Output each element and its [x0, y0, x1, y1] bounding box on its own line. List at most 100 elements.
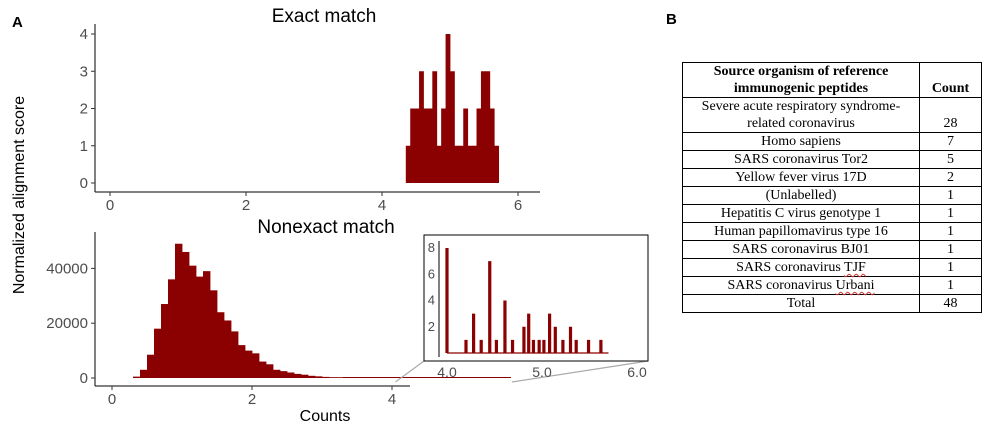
nonexact-match-bars: [133, 243, 511, 378]
organism-name: Homo sapiens: [761, 134, 841, 149]
inset-x-tick-label: 6.0: [627, 364, 647, 380]
nonexact-bar-8: [189, 265, 197, 378]
inset-bar-14: [553, 326, 557, 353]
exact-bar-1: [410, 108, 416, 183]
count-cell: 5: [919, 150, 982, 169]
table-row: Hepatitis C virus genotype 1 1: [682, 204, 982, 223]
nonexact-x-tick-label: 4: [388, 391, 396, 408]
inset-bar-19: [599, 339, 603, 353]
exact-match-bars: [405, 34, 500, 183]
organism-name: SARS coronavirus TJF: [736, 260, 866, 275]
nonexact-bar-3: [154, 328, 162, 378]
nonexact-bar-15: [238, 345, 246, 378]
organism-name: SARS coronavirus BJ01: [732, 242, 870, 257]
table-body: Severe acute respiratory syndrome-relate…: [682, 97, 982, 313]
exact-match-chart: Exact match 0 1 2 3 4 0 2 4 6: [80, 6, 540, 214]
nonexact-bar-25: [308, 375, 316, 378]
inset-bar-4: [488, 261, 492, 353]
organism-name: SARS coronavirus Tor2: [733, 152, 869, 167]
nonexact-bar-22: [287, 372, 295, 378]
nonexact-bar-7: [182, 251, 190, 378]
inset-bar-2: [472, 313, 476, 353]
nonexact-match-axes: 0 20000 40000 0 2 4: [46, 232, 410, 408]
nonexact-bar-21: [280, 371, 288, 378]
exact-bar-9: [445, 34, 451, 183]
inset-y-tick-label: 4: [428, 293, 435, 308]
inset-bar-9: [527, 313, 531, 353]
organism-name: (Unlabelled): [765, 188, 837, 203]
exact-bar-6: [432, 71, 438, 183]
exact-x-tick-label: 0: [106, 197, 114, 214]
nonexact-bar-24: [301, 374, 309, 378]
organism-name: Human papillomavirus type 16: [714, 224, 888, 239]
inset-bar-1: [464, 339, 468, 353]
inset-y-tick-label: 2: [428, 319, 435, 334]
exact-bar-5: [427, 108, 433, 183]
organism-cell: Yellow fever virus 17D: [682, 168, 920, 187]
y-axis-title: Normalized alignment score: [11, 96, 28, 294]
nonexact-bar-1: [140, 369, 148, 378]
inset-bar-10: [531, 339, 536, 353]
zoom-connector-lines: [395, 360, 649, 383]
inset-bar-18: [586, 339, 591, 353]
nonexact-bar-4: [161, 304, 169, 378]
exact-bar-15: [472, 145, 477, 183]
nonexact-bar-11: [210, 290, 218, 378]
organism-name: Severe acute respiratory syndrome-relate…: [701, 99, 901, 131]
zoom-line-left: [395, 360, 425, 383]
exact-x-tick-label: 6: [514, 197, 522, 214]
count-cell: 1: [919, 186, 982, 205]
table-total-row: Total 48: [682, 294, 982, 313]
nonexact-match-title: Nonexact match: [257, 217, 394, 238]
inset-bar-17: [574, 339, 578, 353]
nonexact-bar-0: [133, 376, 141, 378]
exact-y-tick-label: 0: [80, 175, 88, 192]
inset-bar-6: [503, 300, 507, 353]
exact-bar-14: [467, 145, 473, 183]
inset-bar-3: [479, 339, 483, 353]
inset-bar-7: [510, 339, 515, 353]
inset-bar-16: [568, 326, 573, 353]
exact-match-axes: 0 1 2 3 4 0 2 4 6: [80, 24, 540, 214]
table-header-row: Source organism of reference immunogenic…: [682, 62, 982, 98]
inset-bar-12: [542, 339, 546, 353]
count-cell: 1: [919, 258, 982, 277]
header-source-organism: Source organism of reference immunogenic…: [682, 62, 920, 98]
nonexact-bar-12: [217, 312, 225, 378]
inset-bar-0: [445, 248, 449, 353]
count-cell: 2: [919, 168, 982, 187]
nonexact-bar-29: [336, 377, 344, 378]
organism-cell: Severe acute respiratory syndrome-relate…: [682, 97, 920, 133]
inset-zoom-chart: 2 4 6 8 4.0 5.0 6.0: [423, 234, 649, 380]
nonexact-x-tick-label: 2: [248, 391, 256, 408]
inset-frame: [423, 234, 649, 362]
exact-match-title: Exact match: [272, 6, 377, 27]
panel-label-a: A: [12, 14, 23, 31]
nonexact-bar-17: [252, 353, 260, 378]
table-row: SARS coronavirus Urbani 1: [682, 276, 982, 295]
exact-bar-16: [476, 108, 482, 183]
nonexact-bar-18: [259, 361, 267, 378]
organism-cell: Human papillomavirus type 16: [682, 222, 920, 241]
count-cell: 1: [919, 276, 982, 295]
exact-bar-3: [419, 71, 424, 183]
table-row: Yellow fever virus 17D 2: [682, 168, 982, 187]
inset-y-tick-label: 6: [428, 266, 435, 281]
nonexact-bar-28: [329, 377, 337, 378]
count-cell: 1: [919, 222, 982, 241]
inset-x-tick-label: 5.0: [532, 364, 552, 380]
panel-label-b: B: [666, 11, 677, 28]
source-organism-table-panel: Source organism of reference immunogenic…: [682, 62, 982, 313]
exact-bar-0: [405, 145, 411, 183]
nonexact-x-tick-label: 0: [108, 391, 116, 408]
nonexact-bar-2: [147, 354, 155, 378]
nonexact-bar-23: [294, 373, 302, 378]
organism-cell: Homo sapiens: [682, 132, 920, 151]
nonexact-bar-13: [224, 320, 232, 378]
exact-bar-17: [480, 71, 486, 183]
exact-bar-4: [423, 108, 429, 183]
organism-cell: SARS coronavirus Tor2: [682, 150, 920, 169]
organism-name: Yellow fever virus 17D: [735, 170, 867, 185]
nonexact-bar-20: [273, 369, 281, 378]
